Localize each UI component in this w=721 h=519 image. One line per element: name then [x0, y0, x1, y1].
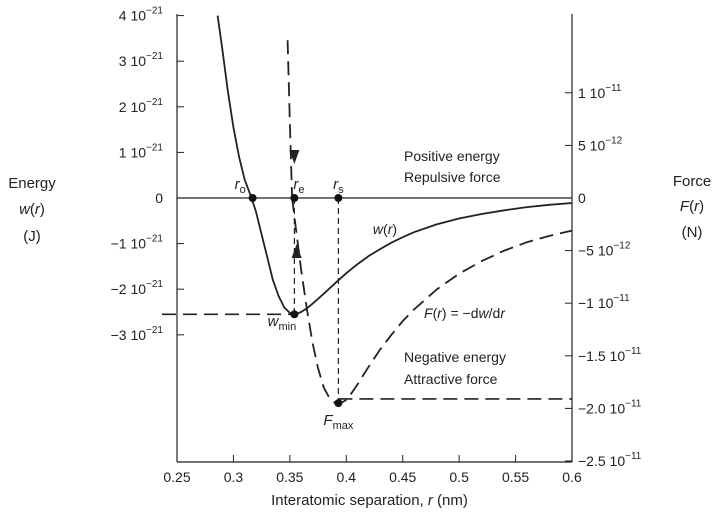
left-axis-title: Energy: [8, 175, 56, 192]
r0-label: ro: [235, 176, 246, 196]
x-tick-label: 0.4: [337, 469, 357, 485]
left-tick-label: 1 10−21: [119, 142, 164, 160]
right-tick-label: −1.5 10−11: [578, 346, 642, 364]
x-tick-label: 0.5: [449, 469, 469, 485]
x-tick-label: 0.35: [276, 469, 303, 485]
data-point: [248, 194, 257, 202]
attractive-force-label: Attractive force: [404, 371, 498, 387]
fmax-label: Fmax: [323, 412, 353, 432]
right-tick-label: −5 10−12: [578, 241, 631, 259]
arrow-down: [289, 150, 300, 164]
repulsive-force-label: Repulsive force: [404, 169, 501, 185]
data-point: [334, 399, 343, 408]
energy-curve: [216, 15, 573, 316]
annotations: ro re rs wmin Fmax w(r) F(r) = −dw/dr Positive …: [235, 148, 507, 432]
right-tick-label: −2.0 10−11: [578, 398, 642, 416]
re-label: re: [293, 176, 304, 196]
force-curve: [291, 197, 573, 404]
wr-label: w(r): [373, 221, 397, 237]
x-tick-label: 0.3: [224, 469, 244, 485]
arrow-up: [291, 244, 302, 258]
left-tick-label: 2 10−21: [119, 97, 164, 115]
left-axis-unit: (J): [23, 228, 41, 245]
series-lines: [216, 15, 573, 404]
data-point: [290, 194, 299, 202]
x-tick-label: 0.6: [562, 469, 582, 485]
right-tick-label: −1 10−11: [578, 293, 630, 311]
x-tick-label: 0.25: [163, 469, 190, 485]
x-tick-label: 0.45: [389, 469, 416, 485]
right-axis-title: Force: [673, 173, 711, 190]
negative-energy-label: Negative energy: [404, 349, 506, 365]
fr-label: F(r) = −dw/dr: [424, 305, 506, 321]
markers: [248, 150, 343, 408]
right-tick-label: −2.5 10−11: [578, 451, 642, 469]
right-tick-label: 5 10−12: [578, 135, 623, 153]
right-tick-label: 1 10−11: [578, 83, 622, 101]
left-axis-symbol: w(r): [19, 201, 45, 218]
wmin-label: wmin: [268, 313, 297, 333]
left-tick-label: 3 10−21: [119, 51, 164, 69]
left-tick-label: −1 10−21: [111, 234, 164, 252]
reference-lines: [162, 197, 572, 404]
axes: [176, 14, 573, 463]
left-tick-label: −3 10−21: [111, 325, 164, 343]
rs-label: rs: [333, 176, 344, 196]
data-point: [290, 310, 299, 319]
tick-labels: 0.25 0.3 0.35 0.4 0.45 0.5 0.55 0.6 Interatomic …: [8, 6, 711, 509]
right-axis-unit: (N): [682, 224, 703, 241]
force-curve: [286, 40, 293, 199]
positive-energy-label: Positive energy: [404, 148, 500, 164]
data-point: [334, 194, 343, 202]
left-tick-label: 4 10−21: [119, 6, 164, 24]
right-axis-symbol: F(r): [680, 198, 704, 215]
right-tick-label: 0: [578, 190, 586, 206]
left-tick-label: −2 10−21: [111, 279, 164, 297]
left-tick-label: 0: [155, 190, 163, 206]
x-tick-label: 0.55: [502, 469, 529, 485]
x-axis-label: Interatomic separation, r (nm): [271, 492, 468, 509]
